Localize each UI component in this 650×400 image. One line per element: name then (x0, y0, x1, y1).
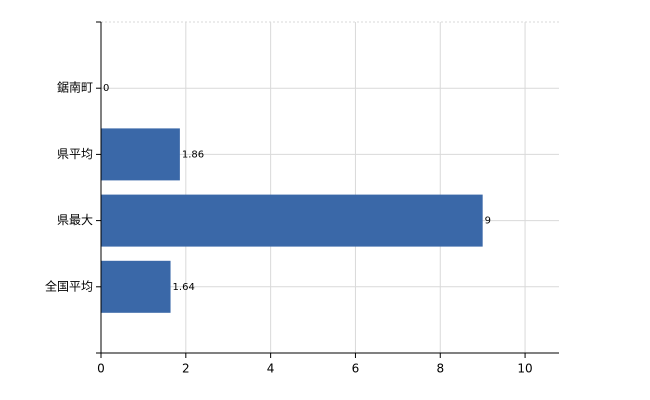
y-tick-label: 全国平均 (45, 278, 93, 293)
y-tick-label: 県平均 (57, 147, 93, 161)
x-tick-label: 0 (97, 362, 105, 376)
value-label: 9 (485, 216, 491, 227)
bar (101, 194, 483, 247)
bar (101, 128, 180, 181)
value-label: 1.64 (173, 282, 195, 293)
value-label: 0 (103, 83, 109, 94)
x-tick-label: 10 (517, 362, 532, 376)
x-tick-label: 4 (267, 362, 275, 376)
y-tick-label: 鋸南町 (57, 80, 93, 95)
bar (101, 260, 171, 313)
x-tick-label: 6 (352, 362, 360, 376)
value-label: 1.86 (182, 149, 204, 160)
x-tick-label: 8 (436, 362, 444, 376)
x-tick-label: 2 (182, 362, 190, 376)
y-tick-label: 県最大 (57, 213, 93, 227)
